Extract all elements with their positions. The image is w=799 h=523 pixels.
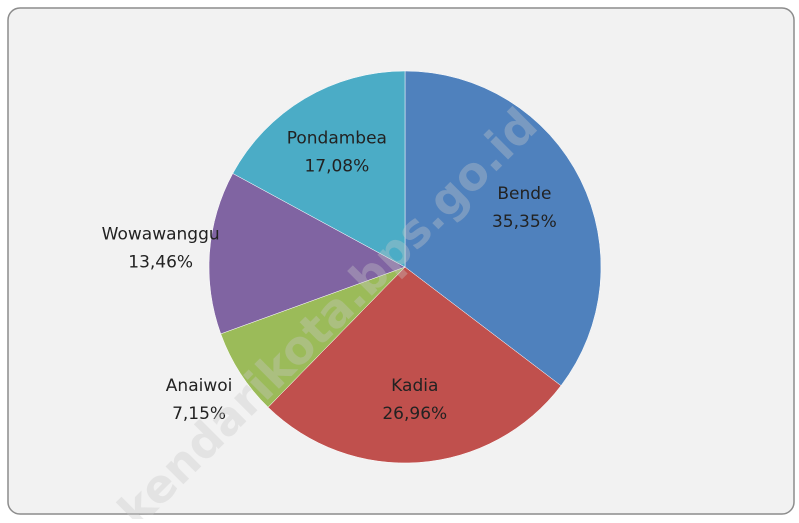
slice-label: Bende xyxy=(497,184,551,204)
pie-slice xyxy=(404,70,602,387)
slice-value: 26,96% xyxy=(382,404,447,424)
slice-label: Wowawanggu xyxy=(102,225,220,245)
slice-value: 13,46% xyxy=(128,253,193,273)
slice-label: Kadia xyxy=(391,376,438,396)
pie-slice xyxy=(232,70,406,268)
slice-value: 17,08% xyxy=(304,156,369,176)
pie-slice xyxy=(267,266,562,464)
slice-label: Pondambea xyxy=(287,128,387,148)
slice-value: 35,35% xyxy=(492,212,557,232)
pie-slice xyxy=(208,173,406,335)
slice-label: Anaiwoi xyxy=(166,376,233,396)
slice-value: 7,15% xyxy=(172,404,226,424)
